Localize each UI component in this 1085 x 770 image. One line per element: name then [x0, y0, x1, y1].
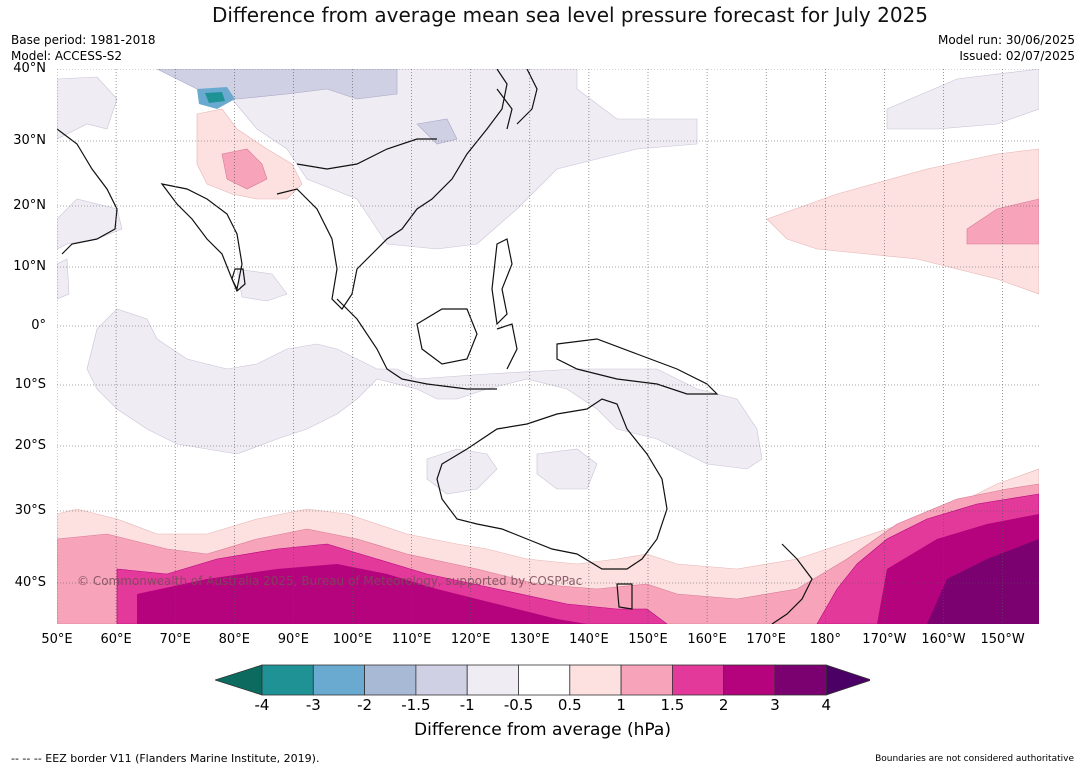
- colorbar-segment: [312, 664, 366, 696]
- colorbar-segment: [671, 664, 725, 696]
- lat-label: 10°S: [14, 377, 46, 392]
- lon-label: 160°E: [687, 632, 727, 647]
- lon-label: 60°E: [100, 632, 132, 647]
- lon-label: 150°E: [628, 632, 668, 647]
- colorbar-segment: [620, 664, 673, 696]
- colorbar-segment: [466, 664, 519, 696]
- colorbar-tick-label: 1: [616, 696, 626, 714]
- meta-right: Model run: 30/06/2025 Issued: 02/07/2025: [938, 32, 1075, 64]
- lat-label: 40°N: [13, 61, 46, 76]
- copyright-notice: © Commonwealth of Australia 2025, Bureau…: [77, 574, 583, 588]
- lon-label: 70°E: [159, 632, 191, 647]
- lon-label: 180°: [809, 632, 841, 647]
- lat-label: 20°S: [14, 438, 46, 453]
- colorbar-segment: [723, 664, 776, 696]
- positive-anomaly-moderate: [221, 148, 1039, 245]
- boundaries-note: Boundaries are not considered authoritat…: [875, 754, 1074, 764]
- colorbar-tick-label: -1: [459, 696, 475, 714]
- lon-label: 170°E: [746, 632, 786, 647]
- lon-label: 90°E: [277, 632, 310, 647]
- colorbar-tick-label: -2: [357, 696, 373, 714]
- colorbar-segment: [415, 664, 468, 696]
- lat-label: 0°: [31, 318, 46, 333]
- lon-label: 130°E: [510, 632, 550, 647]
- colorbar-extend-low: [213, 664, 263, 696]
- lat-label: 20°N: [13, 198, 46, 213]
- lat-label: 10°N: [13, 259, 46, 274]
- colorbar-extend-high: [825, 664, 873, 696]
- colorbar-tick-label: 2: [718, 696, 729, 714]
- colorbar-segment: [569, 664, 622, 696]
- lon-label: 170°W: [862, 632, 907, 647]
- colorbar-label: Difference from average (hPa): [414, 720, 671, 740]
- colorbar-tick-label: 0.5: [557, 696, 582, 714]
- colorbar-segment: [518, 664, 571, 696]
- colorbar-segment: [261, 664, 314, 696]
- lon-label: 140°E: [569, 632, 609, 647]
- lon-label: 150°W: [980, 632, 1025, 647]
- lon-label: 100°E: [332, 632, 373, 647]
- title-text: Difference from average mean sea level p…: [212, 3, 928, 27]
- issued-date: Issued: 02/07/2025: [959, 49, 1075, 63]
- lat-label: 30°N: [13, 133, 46, 148]
- colorbar-tick-label: -3: [305, 696, 321, 714]
- colorbar-tick-label: 4: [821, 696, 832, 714]
- coastlines: [57, 69, 813, 624]
- colorbar-tick-label: -1.5: [401, 696, 431, 714]
- map-panel[interactable]: [57, 69, 1039, 624]
- colorbar-tick-label: 3: [770, 696, 780, 714]
- lon-label: 120°E: [450, 632, 491, 647]
- colorbar-segment: [364, 664, 417, 696]
- lon-label: 50°E: [41, 632, 73, 647]
- colorbar-tick-label: -0.5: [503, 696, 534, 714]
- lon-label: 80°E: [218, 632, 250, 647]
- lon-label: 160°W: [921, 632, 966, 647]
- model-name: Model: ACCESS-S2: [11, 49, 123, 63]
- lat-label: 40°S: [14, 575, 46, 590]
- colorbar-tick-label: -4: [254, 696, 270, 714]
- negative-anomaly-strong: [197, 87, 235, 109]
- model-run: Model run: 30/06/2025: [937, 33, 1075, 47]
- colorbar: [213, 664, 873, 696]
- map-gridlines: [57, 69, 1039, 624]
- lat-label: 30°S: [14, 503, 46, 518]
- colorbar-segment: [774, 664, 827, 696]
- eez-border-note: -- -- -- EEZ border V11 (Flanders Marine…: [11, 752, 320, 765]
- meta-left: Base period: 1981-2018 Model: ACCESS-S2: [11, 32, 156, 64]
- colorbar-tick-label: 1.5: [660, 696, 685, 714]
- lon-label: 110°E: [391, 632, 432, 647]
- page-title: Difference from average mean sea level p…: [0, 4, 1085, 27]
- base-period: Base period: 1981-2018: [11, 33, 156, 47]
